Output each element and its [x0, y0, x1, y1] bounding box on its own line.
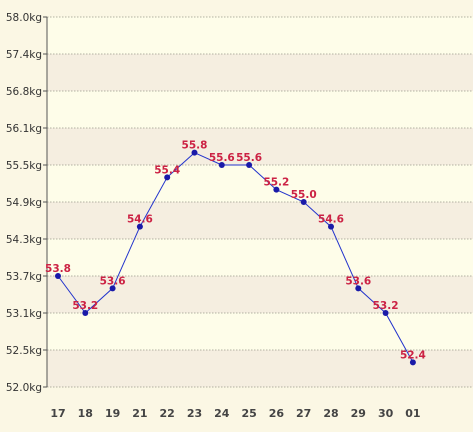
- y-tick-label: 52.0kg: [6, 382, 42, 394]
- plot-band: [47, 165, 473, 202]
- data-labels: 53.853.253.654.655.455.855.6 55.655.255.0…: [45, 140, 426, 362]
- y-tick-label: 56.1kg: [6, 123, 42, 135]
- y-tick-label: 56.8kg: [6, 86, 42, 98]
- y-tick-labels: 52.0kg 52.5kg 53.1kg 53.7kg 54.3kg 54.9kg 55.5…: [6, 12, 47, 394]
- x-tick-label: 30: [378, 407, 394, 420]
- y-tick-label: 54.9kg: [6, 197, 42, 209]
- x-tick-label: 29: [351, 407, 366, 420]
- plot-band: [47, 350, 473, 387]
- plot-band: [47, 239, 473, 276]
- weight-series: [55, 149, 416, 366]
- plot-band: [47, 91, 473, 128]
- x-tick-label: 23: [187, 407, 202, 420]
- x-tick-label: 27: [296, 407, 311, 420]
- x-tick-labels: 17 18 19 21 22 23 24 25 26 27 28 29 30 01: [50, 407, 420, 420]
- data-label: 52.4: [400, 349, 426, 361]
- plot-band: [47, 128, 473, 165]
- data-label: 53.8: [45, 263, 71, 275]
- plot-band: [47, 202, 473, 239]
- x-tick-label: 21: [132, 407, 147, 420]
- plot-band: [47, 54, 473, 91]
- data-point: [328, 223, 334, 230]
- y-tick-label: 53.7kg: [6, 271, 42, 283]
- x-tick-label: 17: [50, 407, 65, 420]
- x-tick-label: 19: [105, 407, 120, 420]
- x-tick-label: 24: [214, 407, 230, 420]
- data-label: 54.6: [318, 214, 344, 226]
- data-point: [409, 359, 416, 366]
- data-point: [382, 310, 389, 316]
- data-label: 55.6: [209, 152, 235, 164]
- x-tick-label: 22: [160, 407, 175, 420]
- plot-band: [47, 17, 473, 54]
- data-point: [218, 162, 225, 168]
- x-tick-label: 01: [405, 407, 420, 420]
- data-point: [136, 223, 143, 230]
- data-label: 54.6: [127, 214, 153, 226]
- data-label: 53.2: [72, 300, 98, 312]
- data-label: 55.8: [182, 140, 208, 152]
- x-tick-label: 28: [323, 407, 338, 420]
- x-tick-label: 25: [241, 407, 256, 420]
- data-point: [355, 285, 362, 292]
- data-point: [300, 199, 307, 205]
- data-point: [246, 162, 253, 168]
- plot-bands: [47, 17, 473, 387]
- data-label: 53.6: [345, 275, 371, 287]
- y-tick-label: 54.3kg: [6, 234, 42, 246]
- data-label: 53.2: [373, 300, 399, 312]
- data-label: 55.4: [154, 164, 180, 176]
- y-tick-label: 53.1kg: [6, 308, 42, 320]
- x-tick-label: 18: [78, 407, 93, 420]
- grid-lines: [47, 16, 473, 388]
- y-tick-label: 55.5kg: [6, 160, 42, 172]
- plot-band: [47, 313, 473, 350]
- data-label: 55.6: [236, 152, 262, 164]
- y-tick-label: 58.0kg: [6, 12, 42, 24]
- data-point: [109, 285, 116, 292]
- y-tick-label: 57.4kg: [6, 49, 42, 61]
- data-label: 53.6: [100, 275, 126, 287]
- plot-band: [47, 276, 473, 313]
- data-point: [191, 149, 198, 156]
- series-line: [57, 152, 414, 363]
- data-point: [55, 273, 61, 279]
- data-label: 55.2: [263, 177, 289, 189]
- data-point: [273, 186, 280, 193]
- data-point: [164, 174, 171, 181]
- data-point: [82, 310, 89, 316]
- x-tick-label: 26: [269, 407, 285, 420]
- data-label: 55.0: [291, 189, 317, 201]
- y-tick-label: 52.5kg: [6, 345, 42, 357]
